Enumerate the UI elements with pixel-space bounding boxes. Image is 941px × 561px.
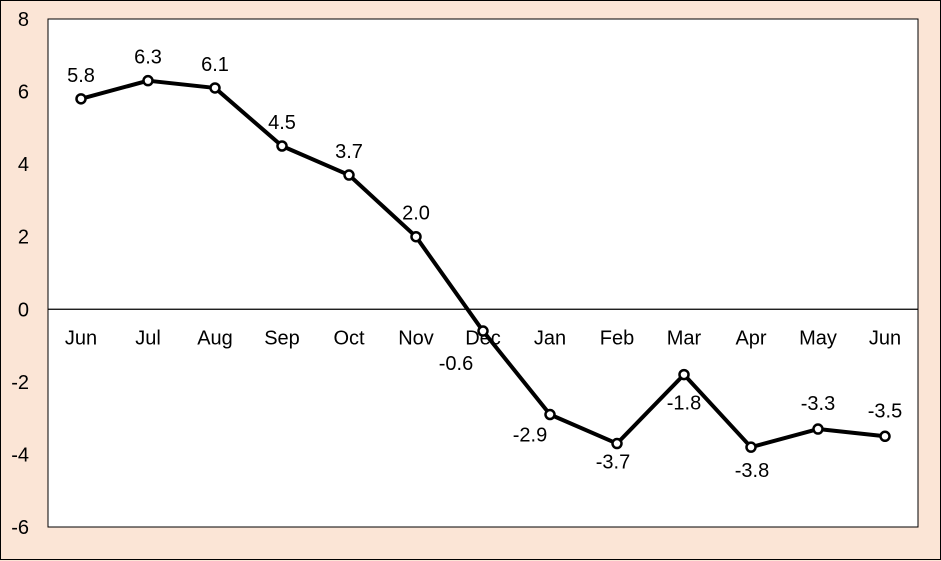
x-category-label: May (799, 327, 837, 349)
x-category-label: Jun (869, 327, 901, 349)
data-point (209, 82, 221, 94)
data-point (812, 423, 824, 435)
y-tick-label: 4 (18, 154, 29, 176)
x-category-label: Sep (264, 327, 300, 349)
data-label: 5.8 (67, 65, 95, 87)
x-category-label: Nov (398, 327, 434, 349)
data-label: -0.6 (439, 353, 473, 375)
data-point-markers (75, 74, 891, 453)
y-tick-label: -2 (11, 372, 29, 394)
data-label: -3.5 (868, 400, 902, 422)
data-point (276, 140, 288, 152)
data-label: 2.0 (402, 203, 430, 225)
data-label: 3.7 (335, 141, 363, 163)
data-labels: 5.8 6.3 6.1 4.5 3.7 2.0 -0.6 -2.9 -3.7 -1.8 -3.8 -3… (67, 47, 902, 482)
y-tick-label: 0 (18, 299, 29, 321)
x-category-label: Aug (197, 327, 233, 349)
x-category-label: Jul (135, 327, 161, 349)
data-point (75, 93, 87, 105)
x-category-label: Oct (333, 327, 365, 349)
data-point (879, 430, 891, 443)
x-category-label: Apr (735, 327, 766, 349)
x-category-label: Feb (600, 327, 634, 349)
x-category-label: Mar (667, 327, 702, 349)
y-tick-label: 6 (18, 82, 29, 104)
y-tick-label: 2 (18, 227, 29, 249)
y-tick-label: -6 (11, 517, 29, 539)
data-point (745, 441, 757, 453)
data-label: -3.8 (735, 460, 769, 482)
plot-area (47, 18, 919, 528)
data-label: -3.7 (596, 452, 630, 474)
data-point (477, 325, 489, 337)
data-point (678, 368, 690, 381)
x-category-label: Jun (65, 327, 97, 349)
data-label: 4.5 (268, 112, 296, 134)
data-label: -3.3 (801, 393, 835, 415)
y-axis-ticks: -6 -4 -2 0 2 4 6 8 (11, 9, 29, 539)
data-point (410, 230, 422, 243)
data-label: -2.9 (513, 425, 547, 447)
data-label: -1.8 (667, 393, 701, 415)
data-point (544, 408, 556, 421)
data-point (343, 169, 355, 181)
data-point (611, 437, 623, 450)
x-category-label: Jan (534, 327, 566, 349)
data-label: 6.1 (201, 54, 229, 76)
y-tick-label: -4 (11, 444, 29, 466)
data-point (142, 74, 154, 87)
data-label: 6.3 (134, 47, 162, 69)
y-tick-label: 8 (18, 9, 29, 31)
